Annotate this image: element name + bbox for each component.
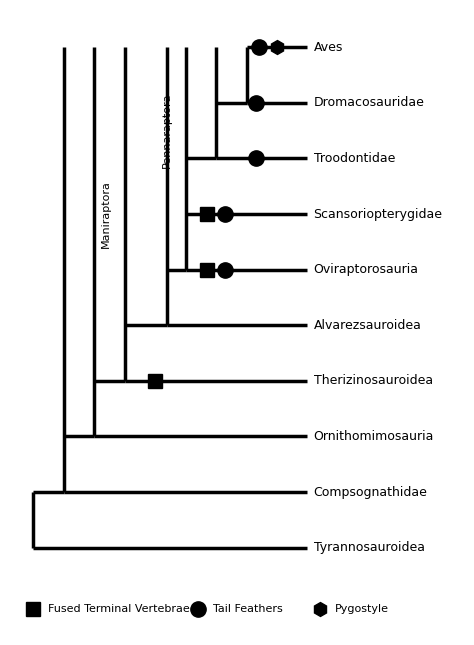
Text: Scansoriopterygidae: Scansoriopterygidae — [313, 208, 443, 221]
Text: Tail Feathers: Tail Feathers — [213, 604, 283, 614]
Text: Aves: Aves — [313, 41, 343, 54]
Text: Tyrannosauroidea: Tyrannosauroidea — [313, 541, 425, 554]
Text: Pygostyle: Pygostyle — [335, 604, 389, 614]
Text: Troodontidae: Troodontidae — [313, 152, 395, 165]
Text: Ornithomimosauria: Ornithomimosauria — [313, 430, 434, 443]
Text: Dromacosauridae: Dromacosauridae — [313, 96, 424, 110]
Text: Fused Terminal Vertebrae: Fused Terminal Vertebrae — [48, 604, 190, 614]
Text: Alvarezsauroidea: Alvarezsauroidea — [313, 319, 421, 332]
Text: Maniraptora: Maniraptora — [101, 180, 111, 248]
Text: Pennaraptora: Pennaraptora — [162, 93, 172, 168]
Text: Oviraptorosauria: Oviraptorosauria — [313, 263, 419, 276]
Text: Compsognathidae: Compsognathidae — [313, 486, 428, 499]
Text: Therizinosauroidea: Therizinosauroidea — [313, 374, 433, 388]
